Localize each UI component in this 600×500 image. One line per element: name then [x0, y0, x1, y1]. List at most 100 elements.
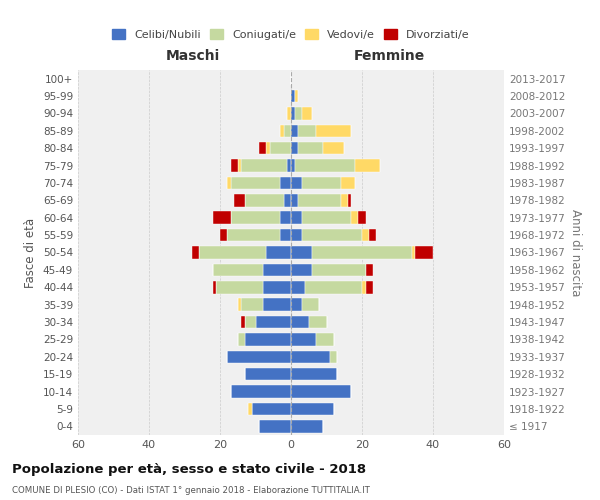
Bar	[291, 212, 302, 224]
Bar	[199, 246, 266, 259]
Bar	[287, 107, 291, 120]
Bar	[302, 107, 312, 120]
Bar	[348, 194, 352, 206]
Bar	[263, 264, 291, 276]
Bar	[266, 246, 291, 259]
Bar	[291, 246, 313, 259]
Bar	[316, 333, 334, 345]
Bar	[213, 212, 230, 224]
Bar	[309, 316, 326, 328]
Bar	[191, 246, 199, 259]
Bar	[302, 176, 341, 189]
Bar	[313, 264, 365, 276]
Bar	[259, 420, 291, 432]
Bar	[245, 316, 256, 328]
Bar	[302, 212, 352, 224]
Bar	[291, 90, 295, 102]
Bar	[213, 281, 217, 293]
Bar	[220, 229, 227, 241]
Bar	[330, 350, 337, 363]
Bar	[263, 298, 291, 311]
Bar	[295, 107, 302, 120]
Bar	[295, 90, 298, 102]
Bar	[291, 107, 295, 120]
Bar	[245, 368, 291, 380]
Text: COMUNE DI PLESIO (CO) - Dati ISTAT 1° gennaio 2018 - Elaborazione TUTTITALIA.IT: COMUNE DI PLESIO (CO) - Dati ISTAT 1° ge…	[12, 486, 370, 495]
Bar	[362, 281, 365, 293]
Bar	[263, 281, 291, 293]
Bar	[291, 176, 302, 189]
Bar	[291, 298, 302, 311]
Bar	[287, 160, 291, 172]
Text: Popolazione per età, sesso e stato civile - 2018: Popolazione per età, sesso e stato civil…	[12, 462, 366, 475]
Bar	[298, 124, 316, 137]
Bar	[358, 212, 365, 224]
Bar	[238, 333, 245, 345]
Bar	[415, 246, 433, 259]
Bar	[369, 229, 376, 241]
Bar	[291, 229, 302, 241]
Bar	[248, 402, 252, 415]
Bar	[323, 142, 344, 154]
Bar	[238, 160, 241, 172]
Bar	[362, 229, 369, 241]
Bar	[365, 281, 373, 293]
Bar	[280, 176, 291, 189]
Bar	[227, 229, 280, 241]
Bar	[245, 194, 284, 206]
Bar	[365, 264, 373, 276]
Bar	[291, 316, 309, 328]
Bar	[291, 194, 298, 206]
Bar	[213, 264, 263, 276]
Bar	[291, 264, 313, 276]
Bar	[412, 246, 415, 259]
Bar	[227, 176, 230, 189]
Bar	[291, 420, 323, 432]
Text: Maschi: Maschi	[166, 48, 220, 62]
Bar	[291, 333, 316, 345]
Bar	[280, 212, 291, 224]
Bar	[230, 386, 291, 398]
Bar	[230, 160, 238, 172]
Bar	[227, 350, 291, 363]
Bar	[234, 194, 245, 206]
Bar	[280, 229, 291, 241]
Bar	[291, 142, 298, 154]
Bar	[230, 176, 280, 189]
Bar	[256, 316, 291, 328]
Bar	[270, 142, 291, 154]
Bar	[302, 298, 319, 311]
Bar	[352, 212, 358, 224]
Bar	[284, 194, 291, 206]
Bar	[238, 298, 241, 311]
Bar	[252, 402, 291, 415]
Bar	[291, 386, 352, 398]
Bar	[245, 333, 291, 345]
Bar	[291, 124, 298, 137]
Bar	[280, 124, 284, 137]
Bar	[341, 194, 348, 206]
Bar	[230, 212, 280, 224]
Bar	[291, 281, 305, 293]
Bar	[295, 160, 355, 172]
Bar	[217, 281, 263, 293]
Bar	[284, 124, 291, 137]
Bar	[355, 160, 380, 172]
Bar	[241, 316, 245, 328]
Bar	[259, 142, 266, 154]
Bar	[313, 246, 412, 259]
Bar	[291, 368, 337, 380]
Legend: Celibi/Nubili, Coniugati/e, Vedovi/e, Divorziati/e: Celibi/Nubili, Coniugati/e, Vedovi/e, Di…	[108, 24, 474, 44]
Bar	[341, 176, 355, 189]
Y-axis label: Fasce di età: Fasce di età	[25, 218, 37, 288]
Bar	[291, 350, 330, 363]
Bar	[305, 281, 362, 293]
Bar	[291, 402, 334, 415]
Bar	[291, 160, 295, 172]
Bar	[298, 194, 341, 206]
Text: Femmine: Femmine	[353, 48, 425, 62]
Bar	[241, 160, 287, 172]
Bar	[241, 298, 263, 311]
Y-axis label: Anni di nascita: Anni di nascita	[569, 209, 582, 296]
Bar	[298, 142, 323, 154]
